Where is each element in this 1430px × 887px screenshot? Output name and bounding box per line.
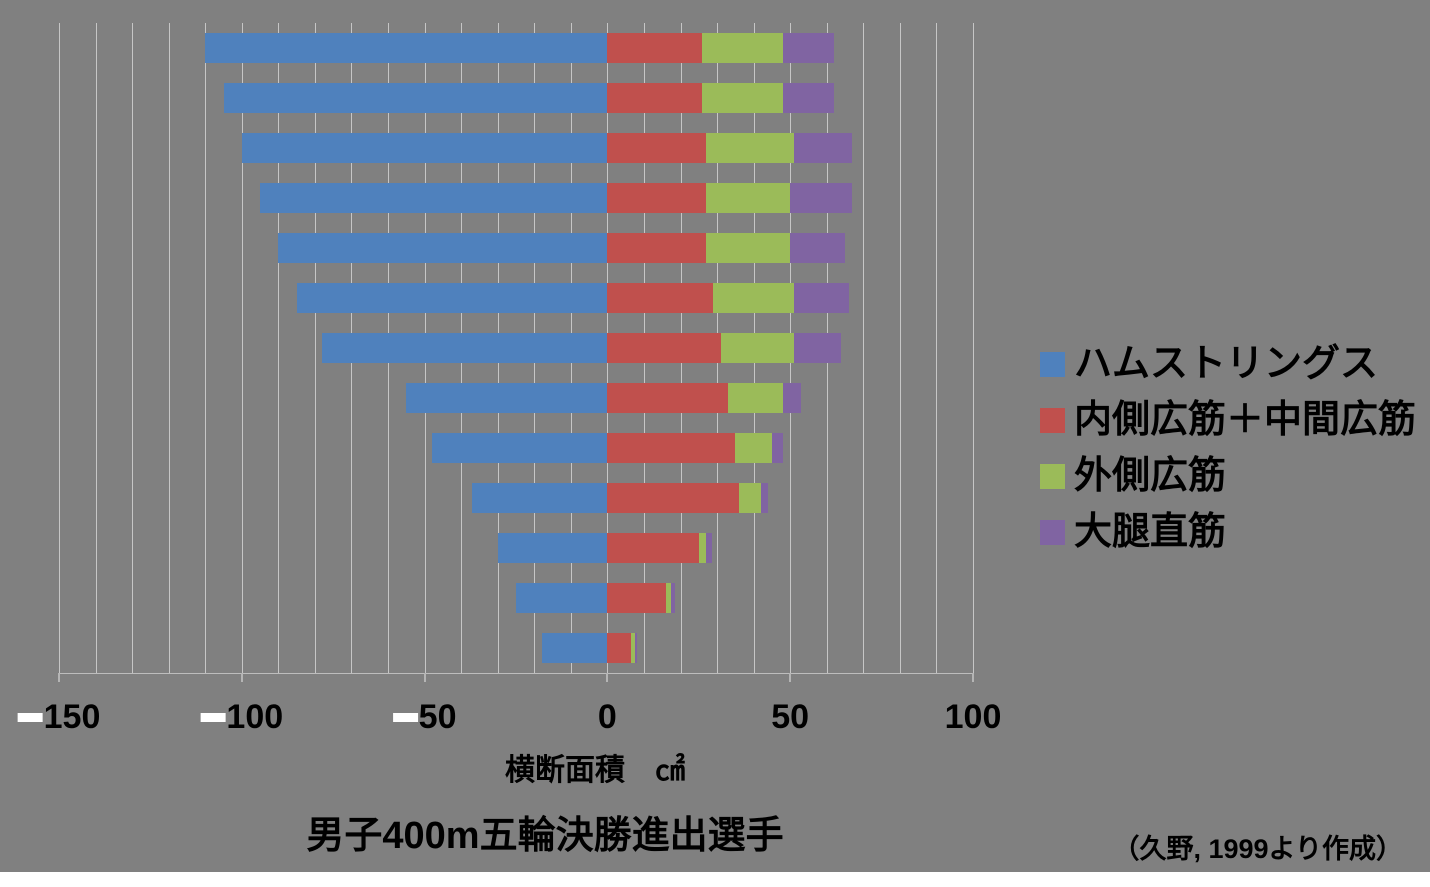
bar-segment-hamstrings — [516, 583, 608, 613]
legend-swatch-hamstrings-icon — [1040, 351, 1065, 377]
legend-swatch-vastus-medialis-intermedius-icon — [1040, 407, 1065, 433]
bar-segment-hamstrings — [406, 383, 608, 413]
x-axis-line — [59, 673, 973, 674]
gridline — [59, 23, 60, 673]
gridline — [278, 23, 280, 673]
bar-segment-vastus-medialis-intermedius — [607, 233, 707, 263]
bar-segment-vastus-lateralis — [713, 283, 794, 313]
x-axis-tick — [972, 673, 974, 682]
legend-label-vastus-medialis-intermedius: 内側広筋＋中間広筋 — [1074, 399, 1417, 441]
bar-segment-vastus-medialis-intermedius — [607, 333, 721, 363]
bar-segment-rectus-femoris — [793, 283, 849, 313]
gridline — [899, 23, 901, 673]
bar-segment-vastus-medialis-intermedius — [607, 533, 699, 563]
bar-segment-hamstrings — [241, 133, 608, 163]
x-axis-tick — [789, 673, 792, 682]
gridline — [205, 23, 207, 673]
bar-segment-vastus-lateralis — [728, 383, 783, 413]
bar-segment-vastus-medialis-intermedius — [607, 183, 707, 213]
legend-swatch-rectus-femoris-icon — [1040, 519, 1065, 545]
bar-segment-vastus-lateralis — [698, 533, 707, 563]
bar-segment-rectus-femoris — [706, 533, 712, 563]
legend-item-hamstrings: ハムストリングス — [1040, 336, 1416, 392]
bar-segment-hamstrings — [497, 533, 608, 563]
legend: ハムストリングス 内側広筋＋中間広筋 外側広筋 大腿直筋 — [1040, 336, 1416, 560]
bar-segment-rectus-femoris — [793, 133, 853, 163]
source-note: （久野, 1999より作成） — [1112, 834, 1403, 864]
bar-segment-hamstrings — [431, 433, 608, 463]
minus-sign-icon — [17, 712, 43, 722]
bar-segment-vastus-lateralis — [631, 633, 635, 663]
x-axis-tick — [423, 673, 426, 682]
bar-segment-vastus-medialis-intermedius — [607, 483, 739, 513]
bar-segment-vastus-medialis-intermedius — [607, 383, 729, 413]
x-tick-label: 50 — [771, 698, 810, 736]
bar-segment-vastus-medialis-intermedius — [607, 633, 632, 663]
gridline — [241, 23, 243, 673]
bar-segment-hamstrings — [223, 83, 608, 113]
x-tick-label: 100 — [944, 698, 1002, 736]
bar-segment-vastus-medialis-intermedius — [607, 133, 707, 163]
bar-segment-vastus-lateralis — [720, 333, 794, 363]
bar-segment-rectus-femoris — [782, 83, 835, 113]
bar-segment-vastus-medialis-intermedius — [607, 83, 703, 113]
x-axis-tick — [240, 673, 243, 682]
legend-label-rectus-femoris: 大腿直筋 — [1074, 511, 1227, 553]
bar-segment-hamstrings — [278, 233, 608, 263]
bar-segment-hamstrings — [205, 33, 608, 63]
bar-segment-hamstrings — [541, 633, 608, 663]
bar-segment-rectus-femoris — [790, 233, 846, 263]
bar-segment-rectus-femoris — [782, 33, 835, 63]
bar-segment-vastus-medialis-intermedius — [607, 33, 703, 63]
bar-segment-hamstrings — [472, 483, 608, 513]
gridline — [936, 23, 938, 673]
gridline — [95, 23, 97, 673]
bar-segment-hamstrings — [296, 283, 608, 313]
legend-item-vastus-medialis-intermedius: 内側広筋＋中間広筋 — [1040, 392, 1416, 448]
bar-segment-vastus-lateralis — [665, 583, 672, 613]
bar-segment-rectus-femoris — [793, 333, 842, 363]
legend-label-hamstrings: ハムストリングス — [1074, 343, 1379, 385]
legend-label-vastus-lateralis: 外側広筋 — [1074, 455, 1227, 497]
gridline — [168, 23, 170, 673]
minus-sign-icon — [200, 712, 226, 722]
bar-segment-vastus-lateralis — [706, 233, 791, 263]
bar-segment-rectus-femoris — [671, 583, 676, 613]
x-tick-label: 50 — [392, 700, 457, 734]
chart-caption: 男子400m五輪決勝進出選手 — [306, 815, 784, 857]
x-tick-label: 100 — [200, 700, 283, 734]
bar-segment-rectus-femoris — [771, 433, 783, 463]
bar-segment-vastus-lateralis — [739, 483, 761, 513]
bar-segment-vastus-medialis-intermedius — [607, 433, 736, 463]
x-axis-tick — [58, 673, 60, 682]
bar-segment-vastus-medialis-intermedius — [607, 283, 714, 313]
bar-segment-hamstrings — [260, 183, 608, 213]
legend-item-rectus-femoris: 大腿直筋 — [1040, 504, 1416, 560]
minus-sign-icon — [392, 712, 418, 722]
bar-segment-vastus-lateralis — [706, 183, 791, 213]
legend-swatch-vastus-lateralis-icon — [1040, 463, 1065, 489]
x-tick-label: 150 — [17, 700, 100, 734]
x-tick-label: 0 — [597, 698, 617, 736]
bar-segment-rectus-femoris — [760, 483, 769, 513]
gridline — [863, 23, 865, 673]
bar-segment-vastus-lateralis — [702, 83, 783, 113]
bar-segment-vastus-lateralis — [735, 433, 772, 463]
gridline — [973, 23, 974, 673]
gridline — [132, 23, 134, 673]
bar-segment-rectus-femoris — [790, 183, 853, 213]
x-axis-tick — [606, 673, 609, 682]
bar-segment-vastus-lateralis — [702, 33, 783, 63]
legend-item-vastus-lateralis: 外側広筋 — [1040, 448, 1416, 504]
bar-segment-hamstrings — [322, 333, 608, 363]
bar-segment-vastus-medialis-intermedius — [607, 583, 666, 613]
bar-segment-rectus-femoris — [634, 633, 637, 663]
x-axis-title: 横断面積 ㎠ — [505, 754, 685, 787]
gridline — [314, 23, 316, 673]
bar-segment-vastus-lateralis — [706, 133, 794, 163]
bar-segment-rectus-femoris — [782, 383, 802, 413]
